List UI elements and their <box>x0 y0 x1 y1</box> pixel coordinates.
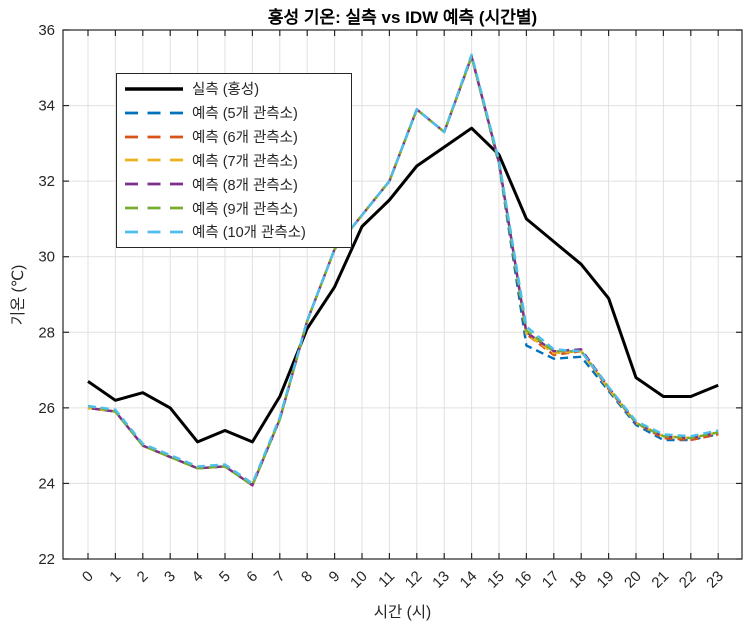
x-axis-tick-label: 4 <box>189 568 207 586</box>
legend: 실측 (홍성) 예측 (5개 관측소) 예측 (6개 관측소) 예측 (7개 관측소)… <box>116 73 352 248</box>
page-title: 홍성 기온: 실측 vs IDW 예측 (시간별) <box>267 8 538 27</box>
x-axis-tick-label: 23 <box>703 568 727 592</box>
legend-label-pred-5: 예측 (5개 관측소) <box>192 106 298 123</box>
x-axis-tick-label: 7 <box>271 568 289 586</box>
x-axis-tick-label: 9 <box>326 568 344 586</box>
x-axis-tick-label: 16 <box>511 568 535 592</box>
legend-item-pred-9: 예측 (9개 관측소) <box>117 197 351 220</box>
x-axis-tick-label: 5 <box>216 568 234 586</box>
series-line-actual <box>87 126 719 444</box>
x-axis-tick-label: 18 <box>566 568 590 592</box>
x-axis-tick-label: 0 <box>79 568 97 586</box>
legend-label-pred-6: 예측 (6개 관측소) <box>192 130 298 147</box>
x-axis-label: 시간 (시) <box>373 604 432 621</box>
x-axis-tick-label: 22 <box>676 568 700 592</box>
legend-item-pred-10: 예측 (10개 관측소) <box>117 220 351 243</box>
legend-label-pred-7: 예측 (7개 관측소) <box>192 153 298 170</box>
legend-label-pred-8: 예측 (8개 관측소) <box>192 177 298 194</box>
x-axis-tick-label: 6 <box>243 568 261 586</box>
legend-line-sample-pred-9 <box>125 206 183 210</box>
y-axis-label: 기온 (℃) <box>10 264 27 326</box>
legend-line-sample-pred-10 <box>125 230 183 234</box>
x-axis-tick-label: 2 <box>134 568 152 586</box>
y-axis-tick-label: 30 <box>38 249 55 266</box>
x-axis-tick-label: 17 <box>539 568 563 592</box>
series-line-pred-10 <box>87 53 719 485</box>
x-axis-tick-label: 11 <box>375 568 398 591</box>
legend-item-pred-5: 예측 (5개 관측소) <box>117 101 351 124</box>
legend-label-actual: 실측 (홍성) <box>192 82 260 99</box>
y-axis-tick-label: 36 <box>38 22 55 39</box>
y-axis-tick-label: 32 <box>38 173 55 190</box>
x-axis-tick-label: 1 <box>106 568 124 586</box>
legend-item-actual: 실측 (홍성) <box>117 77 351 100</box>
legend-line-sample-pred-6 <box>125 135 183 139</box>
x-axis-tick-label: 20 <box>621 568 645 592</box>
y-axis-tick-label: 22 <box>38 551 55 568</box>
y-axis-tick-label: 34 <box>38 98 55 115</box>
y-axis-tick-label: 24 <box>38 475 55 492</box>
legend-line-sample-pred-8 <box>125 182 183 186</box>
x-axis-tick-label: 19 <box>594 568 618 592</box>
axes-box <box>62 29 743 560</box>
legend-item-pred-8: 예측 (8개 관측소) <box>117 173 351 196</box>
x-axis-tick-label: 8 <box>298 568 316 586</box>
x-axis-tick-label: 12 <box>402 568 426 592</box>
legend-label-pred-10: 예측 (10개 관측소) <box>192 225 306 242</box>
x-axis-tick-label: 21 <box>648 568 672 592</box>
legend-label-pred-9: 예측 (9개 관측소) <box>192 201 298 218</box>
x-axis-tick-label: 13 <box>429 568 453 592</box>
y-axis-tick-label: 26 <box>38 400 55 417</box>
legend-line-sample-pred-5 <box>125 111 183 115</box>
legend-item-pred-7: 예측 (7개 관측소) <box>117 149 351 172</box>
x-axis-tick-label: 3 <box>161 568 179 586</box>
legend-line-sample-actual <box>125 87 183 91</box>
legend-line-sample-pred-7 <box>125 159 183 162</box>
x-axis-tick-label: 10 <box>347 568 371 592</box>
y-axis-tick-label: 28 <box>38 324 55 341</box>
x-axis-tick-label: 14 <box>457 568 481 592</box>
legend-item-pred-6: 예측 (6개 관측소) <box>117 125 351 148</box>
x-axis-tick-label: 15 <box>484 568 508 592</box>
